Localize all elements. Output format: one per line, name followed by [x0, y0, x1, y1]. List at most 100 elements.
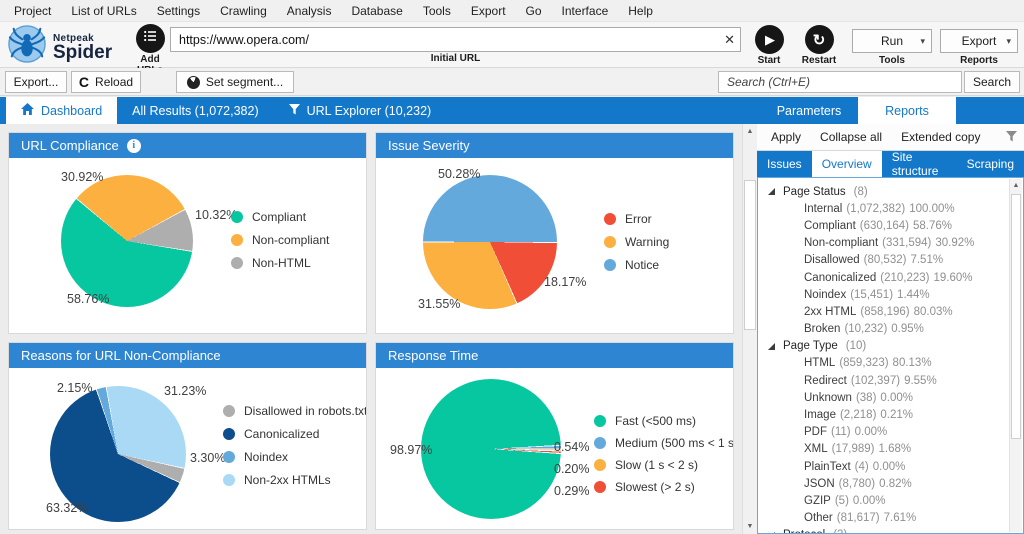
spider-logo-icon — [8, 25, 46, 68]
tab-reports[interactable]: Reports — [858, 97, 956, 124]
subtab-overview[interactable]: Overview — [811, 151, 882, 177]
menu-settings[interactable]: Settings — [156, 3, 201, 18]
tree-item-plaintext[interactable]: PlainText (4) 0.00% — [758, 458, 1023, 475]
search-input[interactable] — [718, 71, 962, 93]
subtab-site-structure[interactable]: Site structure — [882, 150, 957, 178]
tree-item-xml[interactable]: XML (17,989) 1.68% — [758, 441, 1023, 458]
expand-triangle-icon[interactable] — [768, 342, 775, 350]
scrollbar-thumb[interactable] — [1011, 194, 1021, 439]
collapse-all-button[interactable]: Collapse all — [820, 130, 883, 144]
tree-item-non-compliant[interactable]: Non-compliant (331,594) 30.92% — [758, 235, 1023, 252]
tree-item-disallowed[interactable]: Disallowed (80,532) 7.51% — [758, 252, 1023, 269]
clear-url-icon[interactable]: ✕ — [724, 32, 735, 47]
legend-item: Non-HTML — [231, 256, 329, 270]
legend-dot-warning — [604, 236, 616, 248]
tree-item-unknown[interactable]: Unknown (38) 0.00% — [758, 389, 1023, 406]
slice-label-non-compliant: 30.92% — [61, 170, 104, 184]
results-tab-bar: Dashboard All Results (1,072,382) URL Ex… — [0, 97, 757, 124]
tree-item-html[interactable]: HTML (859,323) 80.13% — [758, 355, 1023, 372]
menu-database[interactable]: Database — [351, 3, 403, 18]
scroll-up-icon[interactable]: ▲ — [746, 128, 754, 135]
menu-help[interactable]: Help — [628, 3, 653, 18]
card-issue-severity: Issue Severity 50.28% 18.17% 31.55% Erro… — [375, 132, 734, 334]
tree-item-count: (859,323) — [839, 357, 889, 370]
brand-netpeak: Netpeak — [53, 32, 95, 44]
reports-label: Reports — [960, 55, 998, 66]
search-button[interactable]: Search — [964, 71, 1020, 93]
tree-item-pct: 1.44% — [897, 288, 930, 301]
set-segment-label: Set segment... — [205, 75, 284, 89]
filter-icon[interactable] — [1006, 131, 1017, 145]
tree-item-gzip[interactable]: GZIP (5) 0.00% — [758, 492, 1023, 509]
tree-section-page-type[interactable]: Page Type (10) — [758, 338, 1023, 355]
tree-item-canonicalized[interactable]: Canonicalized (210,223) 19.60% — [758, 269, 1023, 286]
legend-label: Slowest (> 2 s) — [615, 480, 695, 494]
tree-item-label: Non-compliant — [804, 237, 879, 250]
menu-interface[interactable]: Interface — [561, 3, 609, 18]
tree-scrollbar[interactable]: ▲ — [1009, 179, 1022, 532]
tree-item-internal[interactable]: Internal (1,072,382) 100.00% — [758, 200, 1023, 217]
export-dropdown[interactable]: Export ▾ — [940, 29, 1018, 53]
funnel-icon — [288, 103, 300, 118]
scrollbar-thumb[interactable] — [744, 180, 756, 330]
tree-item-label: Disallowed — [804, 254, 860, 267]
card-issue-severity-header: Issue Severity — [376, 133, 733, 158]
scroll-down-icon[interactable]: ▼ — [746, 523, 754, 530]
tree-item-count: (5) — [834, 494, 849, 507]
tree-item-json[interactable]: JSON (8,780) 0.82% — [758, 475, 1023, 492]
tree-item-compliant[interactable]: Compliant (630,164) 58.76% — [758, 217, 1023, 234]
tab-dashboard[interactable]: Dashboard — [6, 97, 118, 124]
menu-export[interactable]: Export — [470, 3, 506, 18]
menu-list-of-urls[interactable]: List of URLs — [71, 3, 137, 18]
extended-copy-button[interactable]: Extended copy — [901, 130, 981, 144]
subtab-issues[interactable]: Issues — [757, 151, 812, 177]
slice-label-slowest: 0.29% — [554, 484, 590, 498]
subtab-scraping[interactable]: Scraping — [957, 151, 1024, 177]
set-segment-button[interactable]: Set segment... — [176, 71, 294, 93]
legend-dot-medium — [594, 437, 606, 449]
tree-item-count: (8,780) — [838, 477, 876, 490]
tab-all-results-label: All Results (1,072,382) — [132, 103, 259, 118]
export-results-button[interactable]: Export... — [5, 71, 67, 93]
menu-analysis[interactable]: Analysis — [286, 3, 332, 18]
tree-item-count: (858,196) — [860, 305, 910, 318]
slice-label-medium: 0.54% — [554, 440, 590, 454]
restart-button[interactable]: ↻ — [804, 25, 834, 54]
run-dropdown[interactable]: Run ▾ — [852, 29, 932, 53]
tree-item-redirect[interactable]: Redirect (102,397) 9.55% — [758, 372, 1023, 389]
tab-url-explorer[interactable]: URL Explorer (10,232) — [274, 97, 447, 124]
tree-item-label: Unknown — [804, 391, 852, 404]
legend-dot-non-html — [231, 257, 243, 269]
info-icon[interactable]: i — [126, 138, 141, 153]
expand-triangle-icon[interactable] — [768, 188, 775, 196]
tree-item-2xx-html[interactable]: 2xx HTML (858,196) 80.03% — [758, 303, 1023, 320]
menu-project[interactable]: Project — [14, 3, 52, 18]
tree-section-protocol[interactable]: Protocol (2) — [758, 527, 1023, 533]
reload-button[interactable]: C Reload — [71, 71, 141, 93]
tools-label: Tools — [879, 55, 905, 66]
legend-dot-non-compliant — [231, 234, 243, 246]
tree-item-count: (630,164) — [859, 219, 910, 232]
menu-tools[interactable]: Tools — [422, 3, 451, 18]
tree-item-other[interactable]: Other (81,617) 7.61% — [758, 510, 1023, 527]
scroll-up-icon[interactable]: ▲ — [1012, 182, 1020, 189]
tree-item-pdf[interactable]: PDF (11) 0.00% — [758, 424, 1023, 441]
tab-all-results[interactable]: All Results (1,072,382) — [117, 97, 273, 124]
export-results-label: Export... — [13, 75, 59, 89]
tab-parameters[interactable]: Parameters — [760, 97, 858, 124]
tree-item-image[interactable]: Image (2,218) 0.21% — [758, 406, 1023, 423]
apply-button[interactable]: Apply — [771, 130, 802, 144]
tree-item-pct: 9.55% — [904, 374, 937, 387]
dashboard-scrollbar[interactable]: ▲ ▼ — [742, 124, 757, 534]
add-urls-button[interactable] — [135, 24, 165, 53]
tree-section-page-status[interactable]: Page Status (8) — [758, 183, 1023, 200]
card-title: URL Compliance — [21, 138, 119, 153]
expand-triangle-icon[interactable] — [768, 531, 775, 533]
legend-dot-noindex — [223, 451, 235, 463]
initial-url-input[interactable] — [170, 27, 741, 52]
menu-go[interactable]: Go — [525, 3, 542, 18]
tree-item-broken[interactable]: Broken (10,232) 0.95% — [758, 321, 1023, 338]
tree-item-noindex[interactable]: Noindex (15,451) 1.44% — [758, 286, 1023, 303]
menu-crawling[interactable]: Crawling — [220, 3, 267, 18]
start-button[interactable]: ▶ — [754, 25, 784, 54]
